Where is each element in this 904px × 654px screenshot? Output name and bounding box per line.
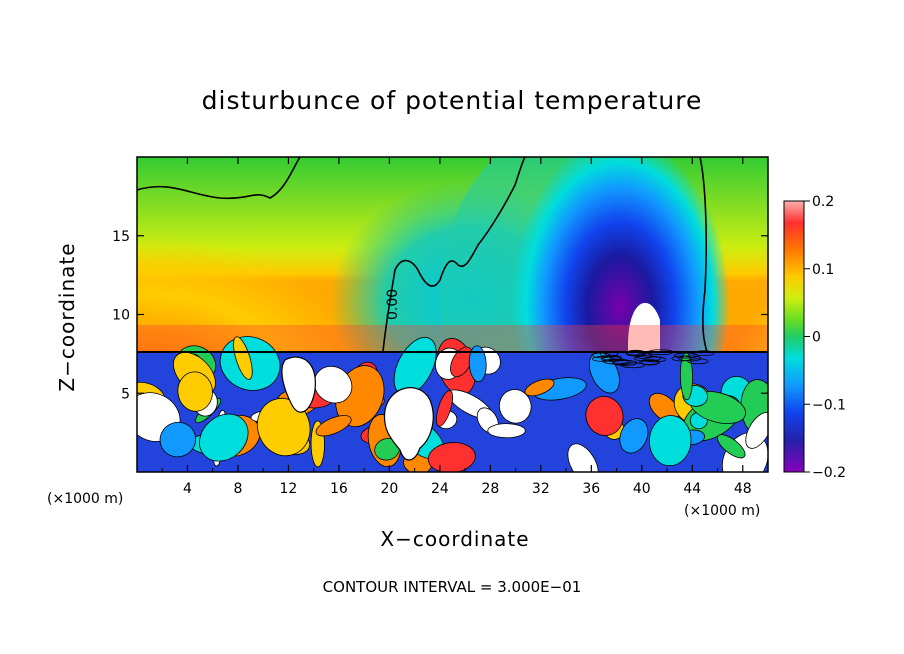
wave-contour (613, 359, 632, 366)
turbulence-cell (233, 336, 253, 380)
turbulence-cell (383, 387, 434, 461)
turbulence-cell (468, 345, 487, 383)
x-tick-label: 44 (683, 481, 701, 497)
colorbar-axis: 0.2 0.1 0 −0.1 −0.2 (804, 194, 846, 481)
colorbar-tick-label: 0 (812, 330, 821, 346)
turbulence-cell (648, 415, 692, 467)
wave-contour (643, 356, 667, 363)
wave-contour (635, 353, 653, 359)
turbulence-cell (498, 389, 532, 424)
turbulence-cell (619, 418, 649, 454)
x-tick-label: 48 (734, 481, 752, 497)
x-unit-left: (×1000 m) (47, 491, 124, 507)
x-tick-label: 40 (633, 481, 651, 497)
wave-contour (678, 355, 702, 362)
x-tick-label: 36 (582, 481, 600, 497)
turbulence-cell (435, 390, 454, 427)
wave-contour (687, 358, 709, 365)
contour-label: 0.00 (385, 289, 401, 320)
turbulence-cell (313, 365, 353, 404)
y-axis: 5 10 15 (112, 229, 768, 402)
turbulence-cell (524, 378, 555, 397)
turbulence-cell (567, 443, 599, 472)
x-axis-label: X−coordinate (380, 527, 530, 551)
x-axis: 4 8 12 16 20 24 28 32 36 40 44 48 (161, 157, 752, 497)
turbulence-cell (315, 415, 352, 437)
wave-contour (671, 355, 692, 362)
y-tick-label: 15 (112, 229, 130, 245)
heatmap-field (137, 157, 768, 472)
x-tick-label: 24 (431, 481, 449, 497)
turbulence-cell (487, 423, 526, 439)
wave-contour (641, 359, 659, 366)
wave-contour (633, 355, 662, 362)
turbulence-cell (281, 356, 316, 413)
turbulence-cell (199, 413, 249, 462)
x-tick-label: 32 (532, 481, 550, 497)
x-tick-label: 20 (380, 481, 398, 497)
x-tick-label: 12 (280, 481, 298, 497)
wave-contour (639, 359, 660, 366)
x-tick-label: 8 (233, 481, 242, 497)
colorbar-tick-label: −0.1 (812, 397, 846, 413)
colorbar-tick-label: −0.2 (812, 465, 846, 481)
chart-title: disturbunce of potential temperature (201, 86, 703, 115)
turbulence-cell (716, 434, 746, 459)
wave-contour (600, 356, 623, 362)
wave-contour (592, 356, 615, 362)
x-tick-label: 4 (183, 481, 192, 497)
wave-contour (612, 360, 638, 366)
y-tick-label: 10 (112, 308, 130, 324)
turbulence-cell (585, 396, 624, 436)
turbulence-cell (256, 398, 311, 457)
colorbar-tick-label: 0.2 (812, 194, 834, 210)
y-tick-label: 5 (121, 386, 130, 402)
contour-interval: CONTOUR INTERVAL = 3.000E−01 (322, 578, 582, 596)
x-tick-label: 16 (330, 481, 348, 497)
turbulence-cell (159, 421, 197, 458)
colorbar (783, 200, 805, 473)
turbulence-cell (177, 371, 213, 412)
wave-contour (673, 352, 699, 359)
x-unit-right: (×1000 m) (684, 503, 761, 519)
colorbar-tick-label: 0.1 (812, 262, 834, 278)
x-tick-label: 28 (481, 481, 499, 497)
y-axis-label: Z−coordinate (55, 242, 79, 392)
